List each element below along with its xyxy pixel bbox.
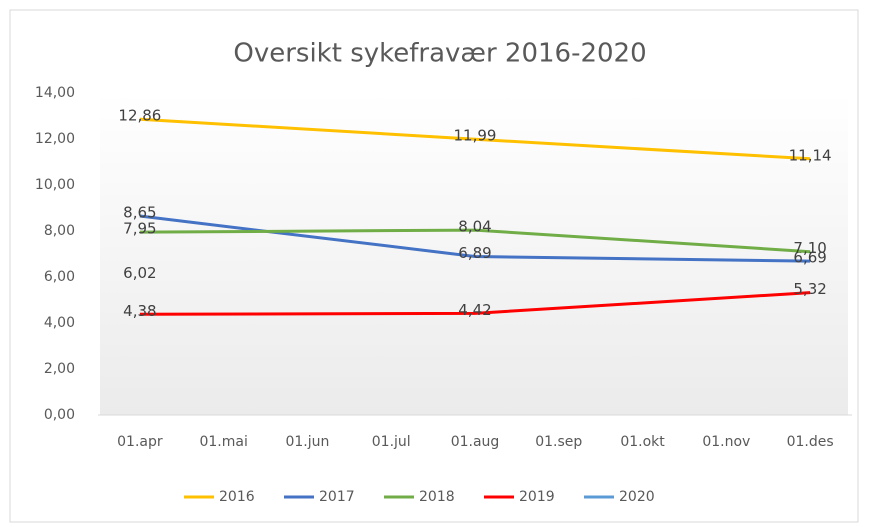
y-tick-label: 2,00 bbox=[44, 361, 75, 377]
y-tick-label: 10,00 bbox=[35, 177, 75, 193]
data-label: 5,32 bbox=[793, 280, 826, 298]
series-line bbox=[139, 117, 811, 161]
x-tick-label: 01.nov bbox=[702, 434, 750, 450]
y-tick-label: 6,00 bbox=[44, 269, 75, 285]
plot-area bbox=[100, 93, 848, 415]
data-label: 7,10 bbox=[793, 239, 826, 257]
legend-label: 2019 bbox=[519, 489, 555, 505]
data-label: 6,02 bbox=[123, 264, 156, 282]
x-tick-label: 01.jul bbox=[372, 434, 411, 450]
data-label: 8,65 bbox=[123, 204, 156, 222]
y-tick-label: 0,00 bbox=[44, 407, 75, 423]
legend-label: 2017 bbox=[319, 489, 355, 505]
data-label: 12,86 bbox=[118, 107, 161, 125]
series-line bbox=[139, 214, 811, 263]
chart-title: Oversikt sykefravær 2016-2020 bbox=[233, 39, 646, 69]
data-label: 6,69 bbox=[793, 249, 826, 267]
y-tick-label: 14,00 bbox=[35, 85, 75, 101]
y-tick-label: 12,00 bbox=[35, 131, 75, 147]
series-line bbox=[139, 291, 811, 316]
x-tick-label: 01.jun bbox=[285, 434, 329, 450]
x-tick-label: 01.mai bbox=[199, 434, 247, 450]
data-label: 4,38 bbox=[123, 302, 156, 320]
data-label: 11,14 bbox=[789, 146, 832, 164]
legend-label: 2016 bbox=[219, 489, 255, 505]
data-label: 4,42 bbox=[458, 301, 491, 319]
data-label: 6,89 bbox=[458, 244, 491, 262]
x-tick-label: 01.des bbox=[787, 434, 834, 450]
legend-label: 2018 bbox=[419, 489, 455, 505]
y-tick-label: 4,00 bbox=[44, 315, 75, 331]
x-tick-label: 01.apr bbox=[117, 434, 163, 450]
legend-label: 2020 bbox=[619, 489, 655, 505]
data-label: 11,99 bbox=[454, 127, 497, 145]
y-tick-label: 8,00 bbox=[44, 223, 75, 239]
x-tick-label: 01.aug bbox=[451, 434, 500, 450]
data-label: 7,95 bbox=[123, 220, 156, 238]
data-label: 8,04 bbox=[458, 218, 491, 236]
x-tick-label: 01.sep bbox=[535, 434, 582, 450]
x-tick-label: 01.okt bbox=[620, 434, 665, 450]
series-line bbox=[139, 228, 811, 254]
